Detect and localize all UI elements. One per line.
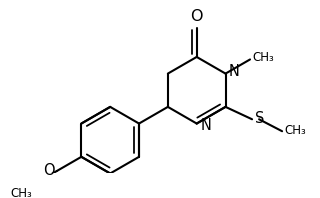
Text: CH₃: CH₃ — [11, 187, 33, 198]
Text: O: O — [190, 9, 203, 24]
Text: CH₃: CH₃ — [253, 51, 275, 64]
Text: O: O — [44, 163, 55, 178]
Text: CH₃: CH₃ — [285, 124, 307, 137]
Text: N: N — [200, 118, 211, 133]
Text: S: S — [255, 111, 264, 126]
Text: N: N — [229, 64, 240, 79]
